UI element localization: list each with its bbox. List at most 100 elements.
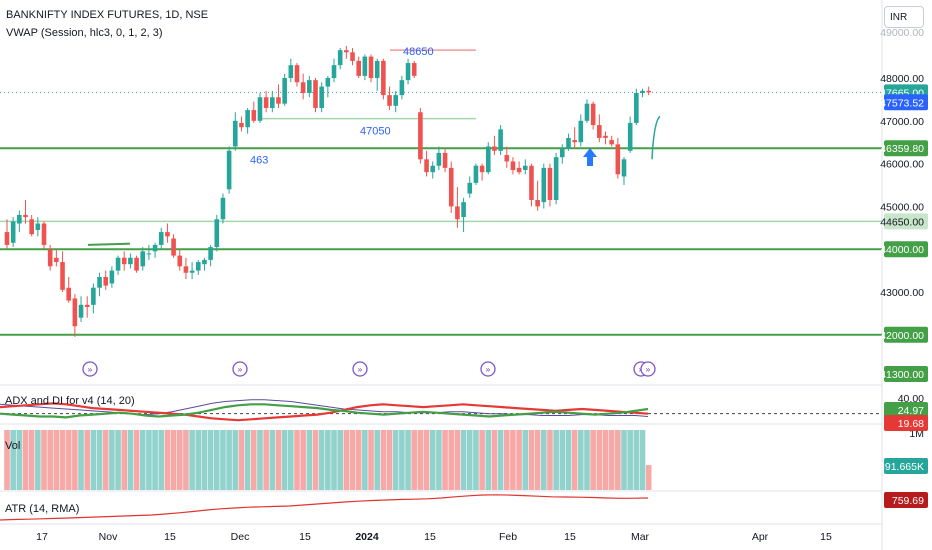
candle-body	[97, 277, 102, 288]
price-axis-tick: 47000.00	[880, 116, 924, 128]
volume-bar	[608, 430, 615, 490]
candle-body	[381, 60, 386, 96]
volume-bar	[553, 430, 559, 490]
volume-bar	[201, 430, 208, 490]
annotation-label: 48650	[403, 46, 434, 58]
price-axis-tick-faded: 49000.00	[880, 27, 924, 39]
candle-body	[208, 247, 213, 260]
candle-body	[313, 80, 318, 108]
volume-bar	[133, 430, 140, 490]
volume-bar	[571, 430, 578, 490]
level-price-label-text: 42000.00	[880, 330, 924, 342]
candle-body	[72, 298, 78, 327]
event-icon-glyph: »	[645, 366, 651, 376]
candle-body	[91, 287, 96, 305]
candle-body	[547, 167, 553, 200]
minus-di-line	[0, 402, 649, 422]
candle-body	[66, 287, 71, 301]
event-icon: »	[352, 361, 368, 377]
volume-bar	[423, 430, 430, 490]
candle-body	[109, 270, 115, 284]
volume-bar	[47, 430, 53, 490]
candle-body	[103, 277, 109, 286]
candle-body	[498, 129, 503, 151]
candle-body	[115, 257, 121, 271]
time-axis-tick: Mar	[631, 531, 650, 543]
volume-bar	[115, 430, 121, 490]
level-price-label-bg	[884, 140, 928, 157]
currency-button[interactable]: INR	[884, 6, 924, 28]
level-price-label: 42000.00	[880, 326, 928, 343]
atr-title: ATR (14, RMA)	[5, 503, 79, 515]
volume-bar	[257, 430, 263, 490]
volume-bar	[497, 430, 504, 490]
time-axis-tick: 15	[564, 531, 576, 543]
candle-body	[300, 82, 306, 93]
atr-line	[0, 494, 649, 521]
candle-body	[504, 155, 510, 162]
volume-bar	[565, 430, 572, 490]
volume-bar	[10, 430, 16, 490]
candle-body	[41, 223, 47, 245]
volume-bar	[633, 430, 640, 490]
candle-body	[442, 152, 448, 168]
candle-body	[430, 165, 436, 173]
candle-body	[541, 167, 547, 203]
volume-bar	[232, 430, 239, 490]
volume-bar	[139, 430, 146, 490]
candle-body	[276, 97, 281, 104]
time-axis-tick: Nov	[99, 531, 118, 543]
volume-bar	[84, 430, 91, 490]
candle-body	[60, 262, 65, 290]
volume-bar	[362, 430, 368, 490]
adx-plus-value-bg	[884, 402, 928, 418]
candle-body	[646, 90, 651, 93]
candle-body	[239, 122, 244, 128]
volume-bar	[251, 430, 257, 490]
volume-bar	[621, 430, 627, 490]
volume-bar	[491, 430, 498, 490]
candle-body	[128, 257, 133, 265]
price-axis-tick: 45000.00	[880, 201, 924, 213]
volume-bar	[343, 430, 350, 490]
volume-bar	[281, 430, 288, 490]
vwap-indicator-label[interactable]: VWAP (Session, hlc3, 0, 1, 2, 3)	[6, 27, 163, 39]
candle-body	[455, 206, 460, 220]
event-circle	[232, 361, 248, 377]
volume-bar	[53, 430, 60, 490]
candle-body	[84, 304, 90, 307]
annotation-label: 463	[250, 154, 268, 166]
candle-body	[479, 165, 485, 173]
volume-bar	[392, 430, 399, 490]
volume-bar	[300, 430, 306, 490]
candle-body	[424, 159, 429, 173]
candle-body	[4, 232, 10, 245]
candle-body	[399, 80, 405, 96]
volume-bar	[152, 430, 158, 490]
level-price-label-bg	[884, 213, 928, 230]
candle-body	[356, 60, 361, 76]
candle-body	[263, 97, 269, 108]
symbol-title[interactable]: BANKNIFTY INDEX FUTURES, 1D, NSE	[6, 9, 209, 21]
candle-body	[522, 165, 528, 171]
volume-bar	[639, 430, 646, 490]
candle-body	[492, 146, 497, 151]
volume-bar	[436, 430, 442, 490]
volume-bar	[578, 430, 584, 490]
event-circle	[640, 361, 656, 377]
volume-bar	[374, 430, 380, 490]
candle-body	[368, 56, 374, 78]
candle-body	[337, 50, 343, 66]
candle-body	[152, 244, 158, 252]
candle-body	[47, 249, 53, 267]
volume-bar	[522, 430, 529, 490]
candle-body	[560, 148, 565, 158]
volume-bar	[503, 430, 510, 490]
annotation-label: 47050	[360, 126, 391, 138]
candle-body	[627, 122, 633, 151]
candle-body	[350, 52, 355, 61]
volume-bar	[454, 430, 461, 490]
candle-body	[158, 232, 164, 245]
candle-body	[134, 257, 139, 271]
